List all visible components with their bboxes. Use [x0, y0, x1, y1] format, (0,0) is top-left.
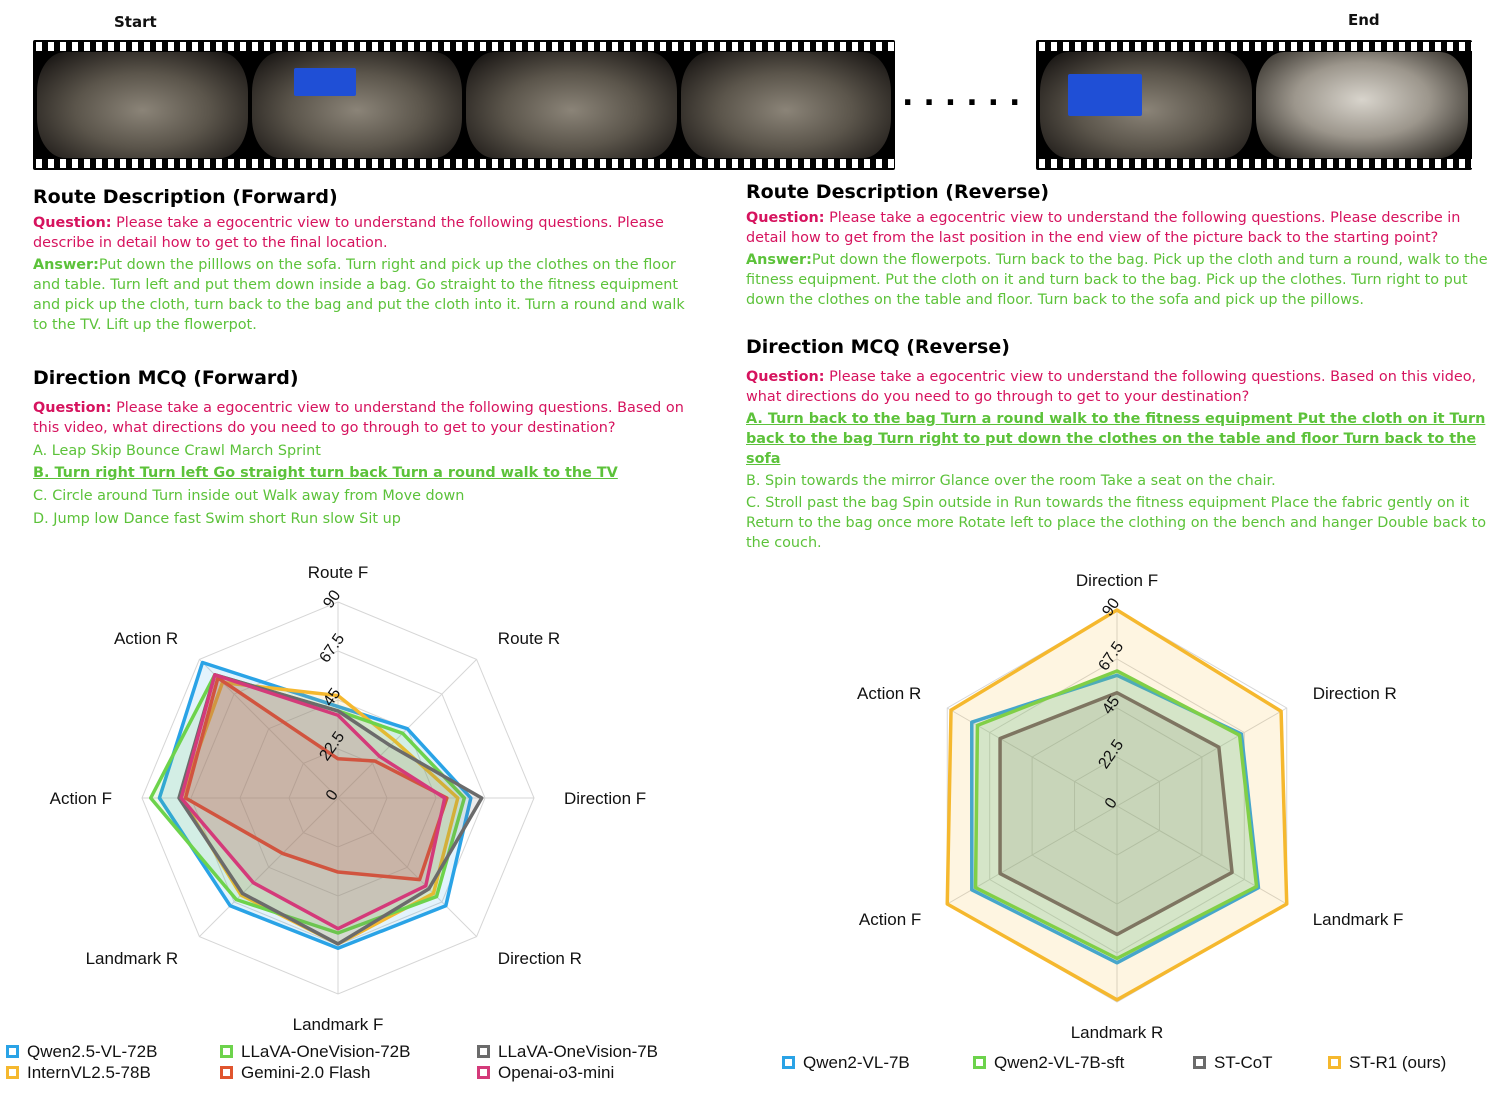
option-b: B. Spin towards the mirror Glance over t…	[746, 473, 1276, 489]
question-label: Question:	[746, 210, 825, 226]
route-reverse-title: Route Description (Reverse)	[746, 181, 1050, 203]
legend-label: LLaVA-OneVision-72B	[241, 1042, 411, 1061]
film-strip-right	[1036, 40, 1472, 170]
route-reverse-answer: Answer:Put down the flowerpots. Turn bac…	[746, 250, 1491, 310]
axis-label: Direction R	[1313, 684, 1397, 703]
axis-label: Direction F	[564, 789, 646, 808]
video-frame	[680, 52, 891, 158]
option-c: C. Stroll past the bag Spin outside in R…	[746, 495, 1487, 551]
legend-label: Openai-o3-mini	[498, 1063, 615, 1082]
video-frame	[1256, 52, 1468, 158]
question-text: Please take a egocentric view to underst…	[746, 369, 1477, 405]
legend-item: InternVL2.5-78B	[6, 1063, 151, 1083]
axis-label: Action R	[114, 629, 178, 648]
route-forward-title: Route Description (Forward)	[33, 186, 338, 208]
legend-swatch	[782, 1056, 795, 1069]
axis-label: Direction F	[1076, 571, 1158, 590]
legend-item: LLaVA-OneVision-72B	[220, 1042, 410, 1062]
option-b-correct: B. Turn right Turn left Go straight turn…	[33, 465, 618, 481]
legend-item: ST-R1 (ours)	[1328, 1053, 1446, 1073]
legend-label: ST-R1 (ours)	[1349, 1053, 1447, 1072]
question-text: Please take a egocentric view to underst…	[33, 215, 664, 251]
series-polygon-llava-onevision-72b	[148, 673, 467, 935]
route-forward-question: Question: Please take a egocentric view …	[33, 213, 698, 253]
legend-item: Qwen2.5-VL-72B	[6, 1042, 157, 1062]
tick-label: 67.5	[316, 631, 348, 666]
question-label: Question:	[33, 400, 112, 416]
legend-item: ST-CoT	[1193, 1053, 1273, 1073]
legend-label: Qwen2-VL-7B-sft	[994, 1053, 1125, 1072]
axis-label: Action R	[857, 684, 921, 703]
axis-label: Landmark R	[86, 949, 179, 968]
series-polygon-openai-o3-mini	[179, 673, 447, 931]
series-polygon-qwen2-vl-7b	[970, 673, 1261, 965]
grid-spoke	[337, 797, 477, 937]
option-d: D. Jump low Dance fast Swim short Run sl…	[33, 511, 401, 527]
legend-swatch	[973, 1056, 986, 1069]
legend-item: LLaVA-OneVision-7B	[477, 1042, 658, 1062]
answer-label: Answer:	[33, 257, 99, 273]
legend-item: Qwen2-VL-7B	[782, 1053, 910, 1073]
question-label: Question:	[746, 369, 825, 385]
question-text: Please take a egocentric view to underst…	[33, 400, 684, 436]
legend-label: ST-CoT	[1214, 1053, 1273, 1072]
mcq-reverse-title: Direction MCQ (Reverse)	[746, 336, 1010, 358]
legend-label: Qwen2.5-VL-72B	[27, 1042, 158, 1061]
legend-item: Openai-o3-mini	[477, 1063, 614, 1083]
legend-swatch	[6, 1066, 19, 1079]
end-label: End	[1348, 11, 1380, 29]
series-polygon-st-r1-ours-	[945, 608, 1289, 1002]
legend-swatch	[220, 1045, 233, 1058]
question-text: Please take a egocentric view to underst…	[746, 210, 1461, 246]
grid-spoke	[199, 797, 339, 937]
axis-label: Route R	[498, 629, 560, 648]
video-frame	[466, 52, 677, 158]
route-forward-answer: Answer:Put down the pilllows on the sofa…	[33, 255, 698, 335]
video-frame	[1040, 52, 1252, 158]
axis-label: Route F	[308, 563, 368, 582]
option-c: C. Circle around Turn inside out Walk aw…	[33, 488, 465, 504]
grid-spoke	[1116, 707, 1287, 807]
axis-label: Landmark F	[1313, 910, 1404, 929]
option-a-correct: A. Turn back to the bag Turn a round wal…	[746, 411, 1486, 467]
legend-swatch	[1193, 1056, 1206, 1069]
mcq-reverse-question: Question: Please take a egocentric view …	[746, 367, 1491, 407]
legend-swatch	[6, 1045, 19, 1058]
legend-label: LLaVA-OneVision-7B	[498, 1042, 659, 1061]
axis-label: Action F	[50, 789, 112, 808]
answer-text: Put down the pilllows on the sofa. Turn …	[33, 257, 685, 333]
legend-swatch	[477, 1066, 490, 1079]
answer-label: Answer:	[746, 252, 812, 268]
answer-text: Put down the flowerpots. Turn back to th…	[746, 252, 1488, 308]
question-label: Question:	[33, 215, 112, 231]
film-strip-left	[33, 40, 895, 170]
legend-swatch	[1328, 1056, 1341, 1069]
series-polygon-st-cot	[998, 691, 1234, 937]
mcq-forward-title: Direction MCQ (Forward)	[33, 367, 299, 389]
legend-item: Gemini-2.0 Flash	[220, 1063, 370, 1083]
grid-spoke	[947, 707, 1118, 807]
route-reverse-question: Question: Please take a egocentric view …	[746, 208, 1491, 248]
start-label: Start	[114, 13, 157, 31]
video-frame	[37, 52, 248, 158]
legend-item: Qwen2-VL-7B-sft	[973, 1053, 1124, 1073]
series-polygon-qwen2-vl-7b-sft	[973, 669, 1259, 961]
axis-label: Action F	[859, 910, 921, 929]
axis-label: Landmark R	[1071, 1023, 1164, 1042]
legend-swatch	[220, 1066, 233, 1079]
axis-label: Landmark F	[293, 1015, 384, 1034]
legend-label: Qwen2-VL-7B	[803, 1053, 910, 1072]
axis-label: Direction R	[498, 949, 582, 968]
option-a: A. Leap Skip Bounce Crawl March Sprint	[33, 443, 321, 459]
ellipsis: ......	[902, 78, 1031, 113]
video-frame	[251, 52, 462, 158]
mcq-forward-question: Question: Please take a egocentric view …	[33, 398, 698, 438]
legend-swatch	[477, 1045, 490, 1058]
legend-label: Gemini-2.0 Flash	[241, 1063, 371, 1082]
series-polygon-gemini-2-0-flash	[183, 676, 449, 882]
legend-label: InternVL2.5-78B	[27, 1063, 151, 1082]
